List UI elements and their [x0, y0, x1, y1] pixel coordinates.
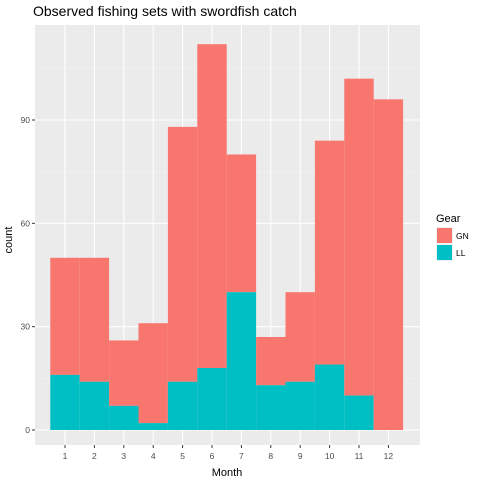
- legend: Gear GN LL: [436, 213, 469, 261]
- x-tick-label: 10: [325, 451, 335, 461]
- bar-ll-8: [256, 385, 286, 430]
- x-tick-label: 4: [151, 451, 156, 461]
- y-axis: 0 30 60 90: [21, 115, 35, 435]
- bar-ll-6: [197, 368, 227, 430]
- y-tick-label: 60: [21, 218, 31, 228]
- x-tick-label: 1: [63, 451, 68, 461]
- bar-ll-2: [79, 381, 110, 430]
- bar-gn-5: [167, 126, 198, 382]
- bar-gn-3: [109, 340, 139, 406]
- x-tick-label: 9: [298, 451, 303, 461]
- x-tick-label: 8: [268, 451, 273, 461]
- x-tick-label: 7: [239, 451, 244, 461]
- legend-label-ll: LL: [456, 248, 466, 258]
- x-tick-label: 5: [180, 451, 185, 461]
- bar-gn-12: [373, 99, 404, 430]
- y-tick-label: 30: [21, 322, 31, 332]
- x-tick-label: 11: [355, 451, 364, 461]
- chart-title: Observed fishing sets with swordfish cat…: [33, 3, 297, 19]
- bar-gn-1: [50, 257, 80, 375]
- bar-ll-1: [50, 374, 80, 430]
- x-axis: 1 2 3 4 5 6 7 8 9 10 11 12: [63, 445, 394, 461]
- bar-ll-5: [167, 381, 198, 430]
- bar-gn-4: [138, 323, 168, 424]
- y-tick-label: 90: [21, 115, 31, 125]
- x-tick-label: 6: [210, 451, 215, 461]
- bar-gn-10: [314, 140, 345, 365]
- bar-gn-11: [344, 78, 374, 396]
- legend-key-ll: [437, 245, 452, 260]
- x-tick-label: 12: [384, 451, 394, 461]
- bar-ll-3: [109, 405, 139, 430]
- bar-gn-2: [79, 257, 110, 382]
- bar-ll-10: [314, 364, 345, 430]
- legend-label-gn: GN: [456, 231, 469, 241]
- bar-ll-11: [344, 395, 374, 430]
- legend-key-gn: [437, 228, 452, 243]
- bar-gn-6: [197, 44, 227, 368]
- x-tick-label: 3: [121, 451, 126, 461]
- bar-ll-4: [138, 423, 168, 430]
- x-axis-title: Month: [212, 467, 243, 479]
- y-tick-label: 0: [25, 425, 30, 435]
- bar-gn-7: [226, 154, 257, 293]
- x-tick-label: 2: [92, 451, 97, 461]
- bars: [50, 44, 404, 430]
- bar-gn-8: [256, 337, 286, 386]
- bar-gn-9: [285, 292, 315, 382]
- bar-ll-9: [285, 381, 315, 430]
- y-axis-title: count: [3, 227, 15, 254]
- legend-title: Gear: [436, 213, 461, 225]
- bar-ll-7: [226, 292, 257, 430]
